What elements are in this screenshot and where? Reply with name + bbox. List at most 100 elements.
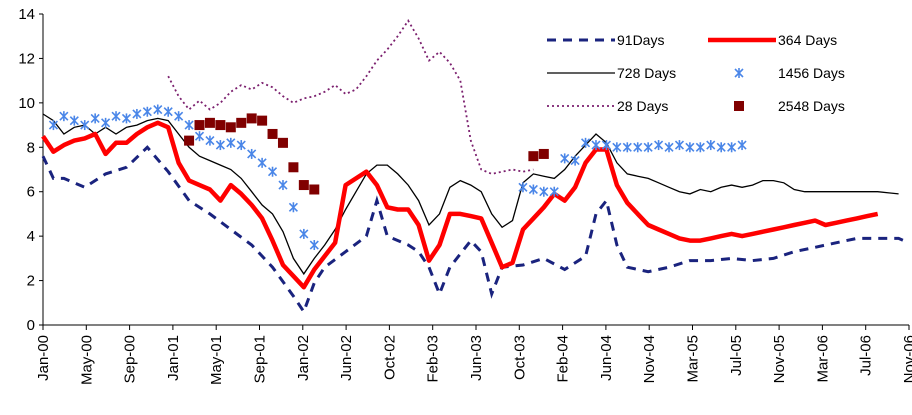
- data-point: [298, 180, 309, 191]
- x-tick-label: Mar-06: [814, 335, 831, 383]
- y-tick-label: 0: [27, 317, 35, 334]
- data-point: [309, 184, 320, 195]
- y-tick-label: 12: [18, 50, 35, 67]
- data-point: [69, 115, 79, 126]
- data-point: [80, 120, 90, 131]
- data-point: [560, 153, 570, 164]
- data-point: [622, 142, 632, 153]
- x-tick-label: Jun-03: [468, 335, 485, 381]
- series-364-days: [41, 120, 879, 290]
- data-point: [142, 106, 152, 117]
- legend-swatch: [734, 68, 744, 78]
- data-point: [257, 157, 267, 168]
- data-point: [549, 186, 559, 197]
- legend-item-2548-days: 2548 Days: [734, 98, 845, 114]
- data-point: [184, 135, 195, 146]
- series-2548-days: [184, 113, 549, 195]
- data-point: [236, 140, 246, 151]
- x-tick-label: Nov-04: [641, 335, 658, 383]
- data-point: [643, 142, 653, 153]
- x-tick-label: Oct-03: [511, 335, 528, 380]
- data-point: [528, 151, 539, 162]
- data-point: [664, 142, 674, 153]
- data-point: [528, 184, 538, 195]
- data-point: [194, 120, 205, 131]
- x-tick-label: Nov-05: [771, 335, 788, 383]
- data-point: [633, 142, 643, 153]
- data-point: [685, 142, 695, 153]
- data-point: [612, 142, 622, 153]
- data-point: [225, 122, 236, 133]
- data-point: [215, 140, 225, 151]
- legend-label: 2548 Days: [778, 98, 845, 114]
- series-line: [42, 113, 899, 276]
- legend-label: 1456 Days: [778, 65, 845, 81]
- legend: 91Days 364 Days 728 Days 1456 Days 28 Days 25…: [547, 32, 845, 114]
- legend-label: 728 Days: [617, 65, 676, 81]
- y-tick-label: 14: [18, 6, 35, 23]
- data-point: [288, 202, 298, 213]
- data-point: [247, 148, 257, 159]
- x-tick-label: Nov-06: [901, 335, 912, 383]
- data-point: [163, 106, 173, 117]
- x-tick-label: Mar-05: [685, 335, 702, 383]
- data-point: [716, 142, 726, 153]
- data-point: [580, 137, 591, 148]
- data-point: [538, 148, 549, 159]
- y-tick-label: 4: [27, 228, 35, 245]
- data-point: [246, 113, 257, 124]
- axes-layer: 0 2 4 6 8 10 12 14 Jan-00 May-00 Sep-00 Jan-01 May-0…: [18, 6, 912, 385]
- data-point: [591, 140, 601, 151]
- data-point: [101, 117, 111, 128]
- data-point: [518, 182, 528, 193]
- legend-label: 28 Days: [617, 98, 668, 114]
- data-point: [121, 113, 132, 124]
- x-tick-label: Sep-00: [122, 335, 139, 383]
- data-point: [267, 166, 278, 177]
- data-point: [184, 120, 194, 131]
- data-point: [277, 137, 288, 148]
- x-tick-label: Jan-01: [165, 335, 182, 381]
- series-1456-days: [48, 104, 747, 251]
- series-91days: [41, 145, 910, 315]
- data-point: [654, 140, 664, 151]
- legend-item-28-days: 28 Days: [547, 98, 668, 114]
- legend-swatch: [734, 101, 744, 111]
- x-tick-label: Feb-03: [425, 335, 442, 383]
- data-point: [727, 142, 737, 153]
- data-point: [48, 120, 58, 131]
- data-point: [539, 186, 549, 197]
- x-tick-label: Jun-02: [338, 335, 355, 381]
- y-tick-label: 6: [27, 184, 35, 201]
- data-point: [674, 140, 685, 151]
- data-point: [570, 155, 580, 166]
- series-line: [41, 120, 879, 290]
- x-tick-label: Oct-02: [381, 335, 398, 380]
- legend-item-728-days: 728 Days: [547, 65, 676, 81]
- data-point: [132, 108, 142, 119]
- x-tick-label: Jun-04: [598, 335, 615, 381]
- x-tick-label: Jan-00: [35, 335, 52, 381]
- x-tick-label: Sep-01: [252, 335, 269, 383]
- y-tick-label: 2: [27, 273, 35, 290]
- x-tick-label: May-01: [208, 335, 225, 385]
- legend-label: 91Days: [617, 32, 664, 48]
- series-line: [41, 145, 910, 315]
- data-point: [174, 111, 184, 122]
- legend-label: 364 Days: [778, 32, 837, 48]
- data-point: [236, 117, 247, 128]
- x-tick-label: Jul-05: [728, 335, 745, 376]
- data-point: [59, 111, 69, 122]
- x-tick-label: Feb-04: [555, 335, 572, 383]
- legend-item-91days: 91Days: [547, 32, 664, 48]
- data-point: [111, 111, 121, 122]
- data-point: [695, 142, 705, 153]
- series-layer: [41, 19, 910, 315]
- data-point: [299, 228, 309, 239]
- data-point: [153, 104, 163, 115]
- x-tick-label: Jan-02: [295, 335, 312, 381]
- data-point: [205, 135, 215, 146]
- data-point: [257, 115, 268, 126]
- data-point: [215, 120, 226, 131]
